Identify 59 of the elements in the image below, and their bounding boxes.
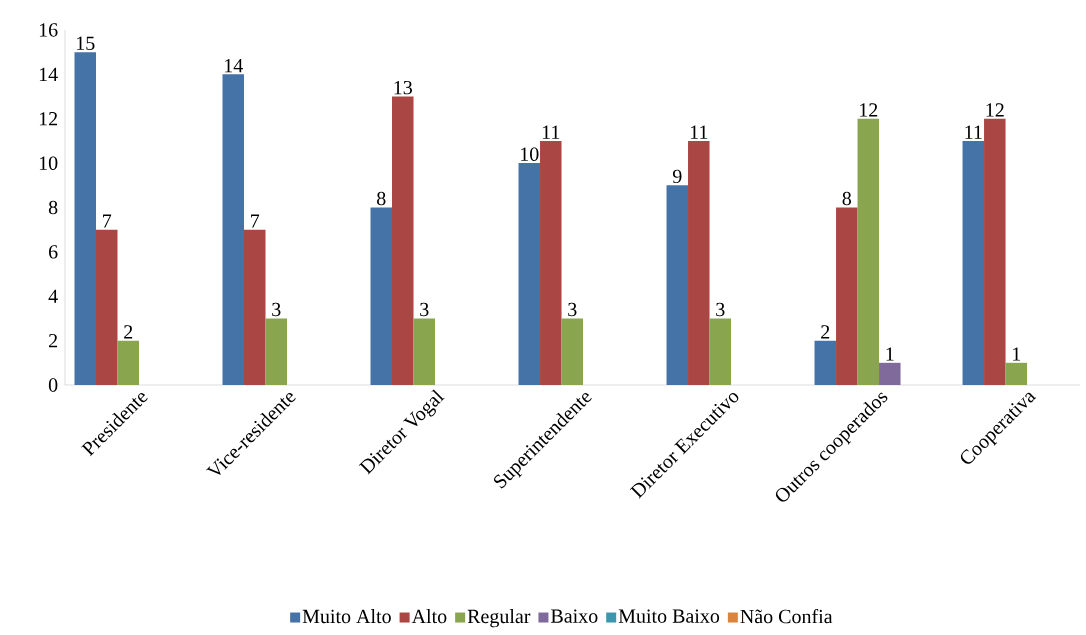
data-label: 11 (965, 125, 982, 139)
data-label: 15 (77, 36, 95, 50)
bar (836, 207, 858, 385)
bar (1005, 362, 1028, 385)
legend-label: Alto (411, 609, 447, 624)
legend-label: Muito Baixo (618, 609, 720, 623)
bar (814, 340, 837, 385)
bar (74, 52, 96, 385)
data-label: 11 (542, 125, 560, 139)
y-tick-label: 6 (48, 245, 58, 259)
data-label: 3 (272, 302, 281, 317)
data-label: 8 (842, 191, 852, 206)
bar (962, 140, 985, 385)
y-tick-label: 4 (48, 289, 58, 303)
data-label: 7 (251, 214, 260, 228)
legend-label: Não Confia (740, 608, 833, 624)
data-label: 2 (821, 325, 830, 339)
bar (413, 318, 436, 385)
bar (666, 185, 689, 385)
data-label: 7 (103, 214, 112, 228)
data-label: 2 (124, 325, 133, 339)
y-tick-label: 0 (48, 378, 58, 392)
bar (709, 318, 732, 385)
y-tick-label: 2 (49, 334, 58, 348)
data-label: 11 (690, 125, 708, 139)
bar (518, 163, 541, 385)
data-label: 3 (420, 302, 429, 317)
legend-label: Muito Alto (302, 609, 391, 624)
bar (392, 96, 414, 385)
bar (244, 229, 266, 385)
data-label: 12 (860, 103, 878, 117)
bar (857, 118, 880, 385)
data-label: 1 (886, 347, 894, 361)
y-tick-label: 10 (39, 156, 58, 170)
data-label: 12 (986, 103, 1004, 117)
y-tick-label: 14 (39, 67, 58, 81)
bar (688, 140, 710, 385)
data-label: 10 (521, 147, 539, 161)
data-label: 14 (225, 58, 243, 73)
data-label: 13 (394, 80, 412, 95)
data-label: 3 (568, 302, 577, 317)
data-label: 3 (716, 302, 725, 317)
bar (96, 229, 118, 385)
bar (265, 318, 288, 385)
bar (540, 140, 562, 385)
y-tick-label: 12 (39, 112, 58, 126)
legend-label: Baixo (551, 609, 598, 623)
data-label: 9 (672, 169, 682, 184)
y-tick-label: 16 (39, 23, 58, 37)
bar (879, 362, 901, 385)
legend-label: Regular (467, 609, 531, 628)
y-tick-label: 8 (48, 200, 58, 215)
bar (561, 318, 584, 385)
data-label: 1 (1013, 347, 1021, 361)
data-label: 8 (377, 191, 386, 206)
bar (984, 118, 1006, 385)
bar (222, 74, 245, 385)
bar (117, 340, 139, 385)
bar (370, 207, 393, 385)
